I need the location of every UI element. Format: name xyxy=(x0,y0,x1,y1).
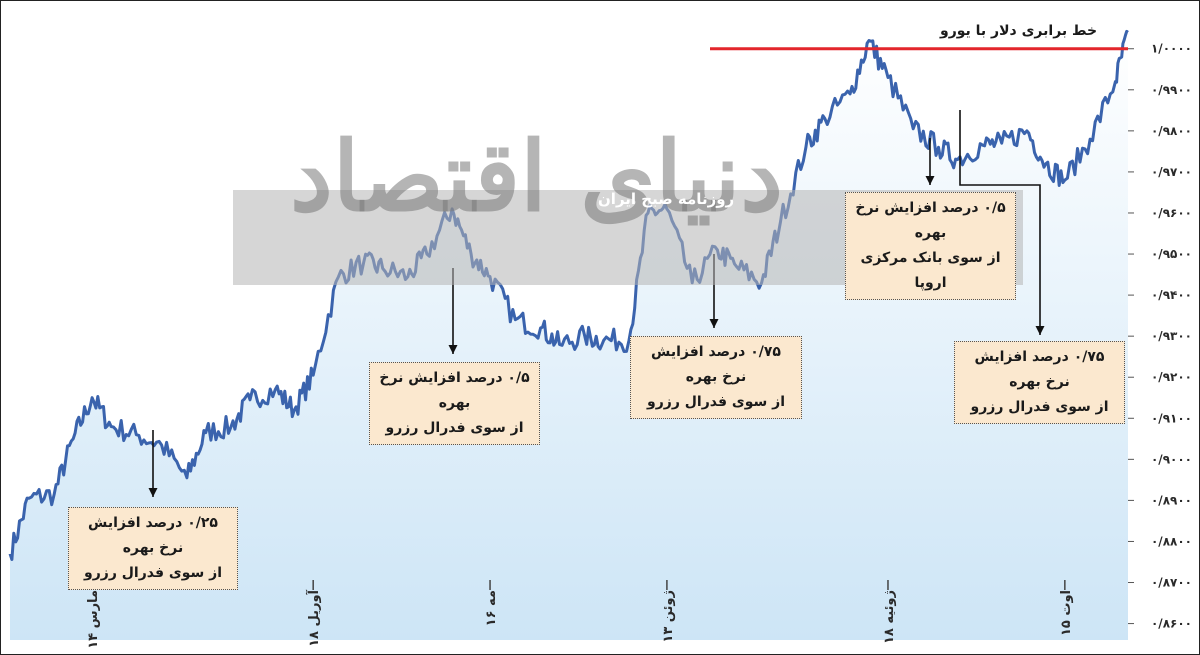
y-tick-label: ۰/۹۵۰۰ xyxy=(1151,247,1192,261)
x-tick-label: ۱۸ آوریل xyxy=(305,589,322,646)
x-axis: ۱۴ مارس ۱۸ آوریل ۱۶ مه ۱۳ ژوئن ۱۸ ژوئیه ۱۵ او… xyxy=(86,580,1074,649)
arrow-head xyxy=(148,488,158,497)
annotation-line-2: از سوی فدرال رزرو xyxy=(385,420,524,436)
parity-line-label: خط برابری دلار با یورو xyxy=(940,23,1098,39)
y-tick-label: ۰/۹۷۰۰ xyxy=(1151,165,1192,179)
y-tick-label: ۰/۹۱۰۰ xyxy=(1151,411,1192,425)
x-tick-label: ۱۸ ژوئیه xyxy=(882,590,897,644)
annotation-arrows xyxy=(148,110,1045,497)
y-tick-label: ۰/۹۲۰۰ xyxy=(1151,370,1192,384)
y-tick-label: ۱/۰۰۰۰ xyxy=(1151,42,1192,56)
annotation-line-1: ۰/۷۵ درصد افزایش نرخ بهره xyxy=(974,349,1105,390)
area-fill-layer xyxy=(10,31,1128,640)
annotation-line-1: ۰/۲۵ درصد افزایش نرخ بهره xyxy=(88,515,218,556)
y-tick-label: ۰/۹۶۰۰ xyxy=(1151,206,1192,220)
y-tick-label: ۰/۹۸۰۰ xyxy=(1151,124,1192,138)
annotation-line-1: ۰/۵ درصد افزایش نرخ بهره xyxy=(855,200,1006,241)
annotation-line-2: از سوی فدرال رزرو xyxy=(84,565,222,581)
annotation-note: ۰/۵ درصد افزایش نرخ بهره از سوی فدرال رز… xyxy=(369,362,540,445)
annotation-arrow xyxy=(959,110,1041,335)
y-tick-label: ۰/۹۹۰۰ xyxy=(1151,83,1192,97)
x-tick-label: ۱۶ مه xyxy=(484,590,499,626)
y-tick-label: ۰/۸۹۰۰ xyxy=(1151,493,1192,507)
arrow-head xyxy=(925,176,935,185)
series-line-layer xyxy=(8,29,1129,561)
series-line xyxy=(8,29,1129,561)
y-tick-label: ۰/۸۶۰۰ xyxy=(1151,617,1192,631)
annotation-line-1: ۰/۷۵ درصد افزایش نرخ بهره xyxy=(651,344,781,385)
y-tick-label: ۰/۹۰۰۰ xyxy=(1151,452,1192,466)
annotation-line-2: از سوی فدرال رزرو xyxy=(970,399,1109,415)
annotation-note: ۰/۷۵ درصد افزایش نرخ بهره از سوی فدرال ر… xyxy=(954,341,1125,424)
arrow-head xyxy=(448,345,458,354)
y-tick-label: ۰/۸۷۰۰ xyxy=(1151,576,1192,590)
x-tick-label: ۱۵ اوت xyxy=(1059,590,1074,636)
annotation-line-2: از سوی فدرال رزرو xyxy=(647,394,785,410)
watermark-logo-text: دنیای اقتصاد xyxy=(290,120,784,233)
y-axis: ۰/۸۶۰۰ ۰/۸۷۰۰ ۰/۸۸۰۰ ۰/۸۹۰۰ ۰/۹۰۰۰ ۰/۹۱۰۰ ۰/۹۲… xyxy=(1128,42,1192,631)
annotation-line-1: ۰/۵ درصد افزایش نرخ بهره xyxy=(379,370,530,411)
x-tick-label: ۱۴ مارس xyxy=(86,590,101,649)
arrow-head xyxy=(709,319,719,328)
annotation-note: ۰/۲۵ درصد افزایش نرخ بهره از سوی فدرال ر… xyxy=(68,507,238,590)
y-tick-label: ۰/۹۴۰۰ xyxy=(1151,288,1192,302)
y-tick-label: ۰/۸۸۰۰ xyxy=(1151,534,1192,548)
annotation-note: ۰/۵ درصد افزایش نرخ بهره از سوی بانک مرک… xyxy=(845,192,1016,300)
arrow-head xyxy=(1035,326,1045,335)
annotation-line-2: از سوی بانک مرکزی اروپا xyxy=(860,250,1001,291)
annotation-note: ۰/۷۵ درصد افزایش نرخ بهره از سوی فدرال ر… xyxy=(630,336,802,419)
watermark-subtitle: روزنامه صبح ایران xyxy=(598,190,735,208)
y-tick-label: ۰/۹۳۰۰ xyxy=(1151,329,1192,343)
x-tick-label: ۱۳ ژوئن xyxy=(661,590,676,643)
series-area xyxy=(10,31,1128,640)
